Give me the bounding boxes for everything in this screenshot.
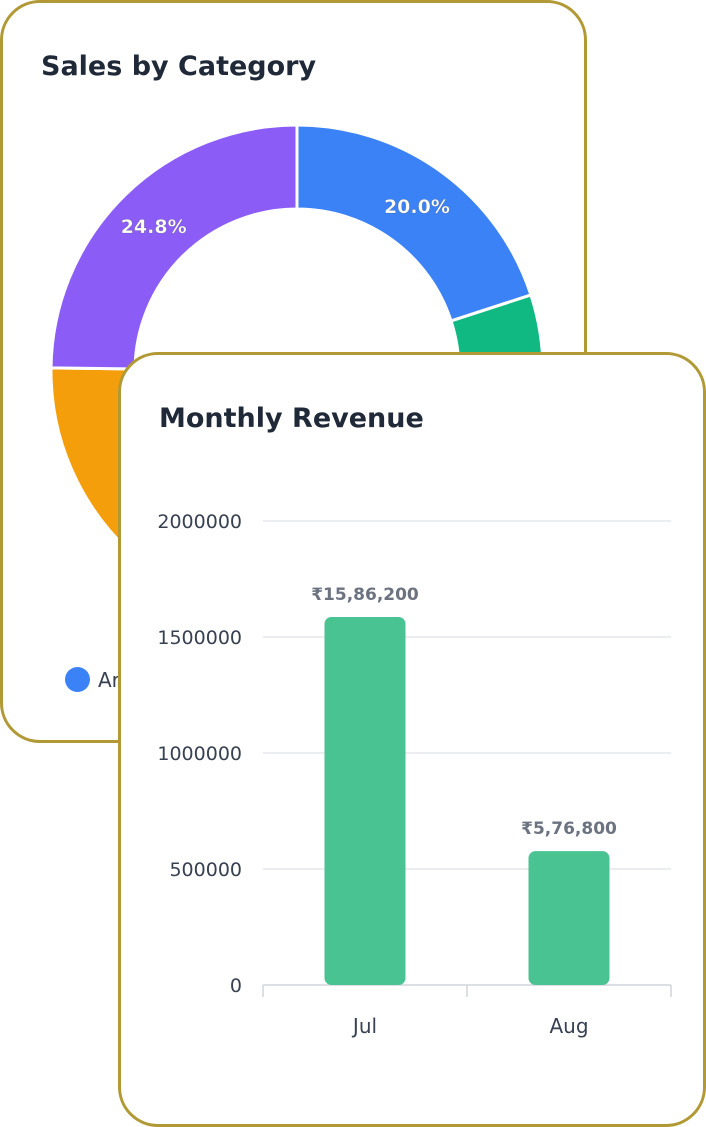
revenue-bar-chart: 0 500000 1000000 1500000 2000000 ₹15,86,200 Ju… — [157, 511, 672, 1038]
y-tick-label: 2000000 — [157, 511, 242, 533]
revenue-chart-title: Monthly Revenue — [159, 403, 424, 434]
legend-swatch[interactable] — [65, 667, 90, 692]
monthly-revenue-card: Monthly Revenue 0 500000 1000000 1500000 200… — [118, 352, 706, 1127]
bar-data-label: ₹5,76,800 — [521, 819, 617, 839]
y-tick-label: 0 — [230, 975, 242, 997]
bar-data-label: ₹15,86,200 — [311, 585, 419, 605]
sales-chart-title: Sales by Category — [41, 51, 317, 82]
legend-label[interactable]: Ar — [98, 667, 120, 692]
x-tick-label: Aug — [549, 1014, 588, 1038]
y-tick-label: 1500000 — [157, 627, 242, 649]
donut-slice-label: 20.0% — [384, 196, 450, 218]
donut-slice-0[interactable] — [295, 123, 533, 323]
sales-legend: Ar — [65, 667, 120, 692]
bar-aug[interactable] — [528, 851, 610, 985]
bar-jul[interactable] — [324, 617, 406, 985]
x-tick-label: Jul — [351, 1014, 377, 1038]
donut-slice-label: 24.8% — [121, 216, 187, 238]
y-tick-label: 500000 — [169, 859, 242, 881]
y-tick-label: 1000000 — [157, 743, 242, 765]
donut-slice-4[interactable] — [49, 123, 299, 371]
